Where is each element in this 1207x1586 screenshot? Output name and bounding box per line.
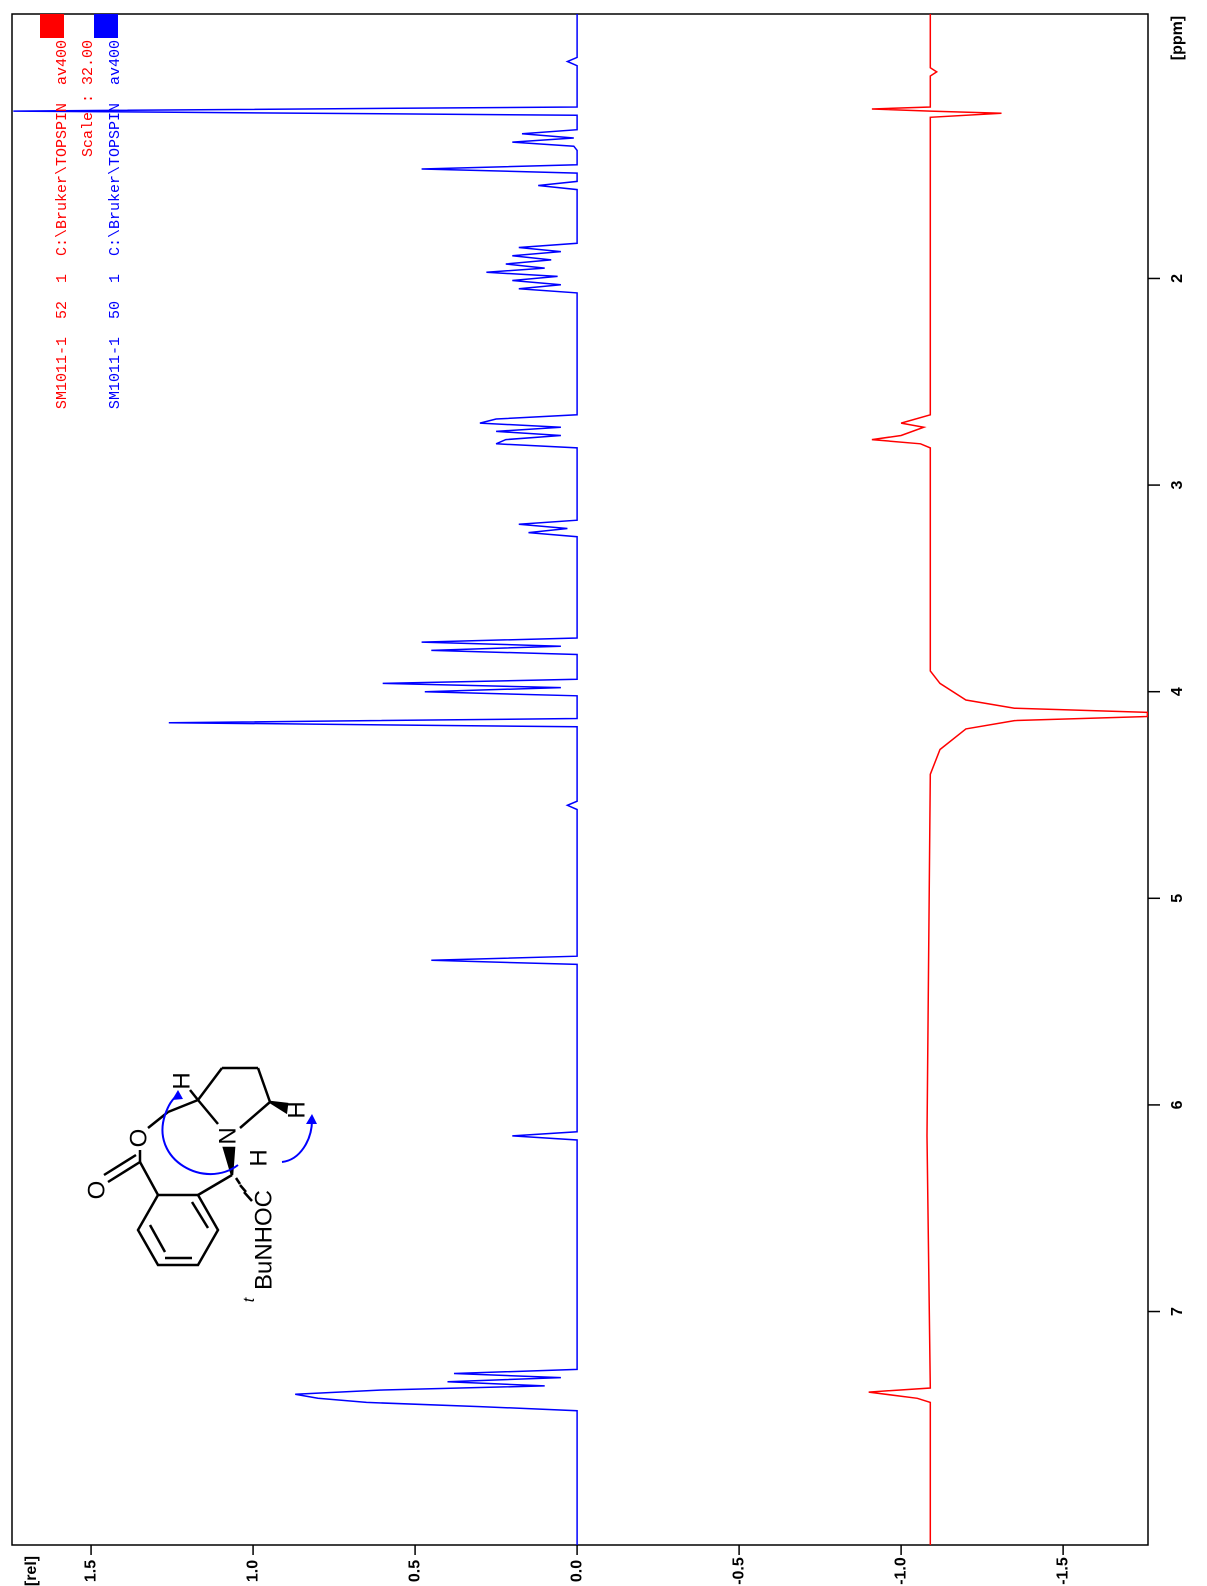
bond xyxy=(197,1067,223,1101)
legend-swatch xyxy=(94,14,118,38)
plot-frame xyxy=(11,13,1149,1546)
x-tick-label: 2 xyxy=(1169,274,1186,283)
x-tick-label: 7 xyxy=(1169,1307,1186,1316)
y-tick-label: 0.5 xyxy=(406,1560,423,1582)
wedge-bond xyxy=(269,1100,289,1115)
y-axis-label: [rel] xyxy=(23,1556,40,1586)
atom-label: H xyxy=(168,1072,195,1089)
atom-label: O xyxy=(125,1129,152,1148)
noe-arrow xyxy=(281,1119,313,1163)
bond xyxy=(103,1153,137,1177)
scale-label: Scale : 32.00 xyxy=(80,40,97,157)
bond xyxy=(256,1067,272,1103)
x-axis-label: [ppm] xyxy=(1169,16,1186,60)
atom-label: H xyxy=(283,1101,310,1118)
legend-label: SM1011-1 52 1 C:\Bruker\TOPSPIN av400 xyxy=(54,40,71,409)
bond xyxy=(167,1098,199,1114)
y-tick-label: 1.0 xyxy=(244,1560,261,1582)
molecule xyxy=(103,1066,317,1267)
x-tick-label: 4 xyxy=(1169,687,1186,696)
bond xyxy=(138,1161,160,1196)
bond xyxy=(197,1173,233,1197)
y-tick-label: 1.5 xyxy=(82,1560,99,1582)
hash-bond xyxy=(243,1191,253,1202)
atom-label: O xyxy=(83,1181,110,1200)
atom-label-superscript: t xyxy=(241,1297,258,1302)
legend-swatch xyxy=(40,14,64,38)
y-tick-label: -1.5 xyxy=(1054,1557,1071,1585)
y-tick-label: 0.0 xyxy=(568,1560,585,1582)
bond xyxy=(190,1201,210,1229)
x-tick-label: 3 xyxy=(1169,481,1186,490)
y-tick-label: -0.5 xyxy=(730,1557,747,1585)
benzene-ring xyxy=(136,1193,220,1267)
bond xyxy=(239,1101,271,1129)
spectrum-line xyxy=(13,14,578,1545)
bond xyxy=(197,1099,219,1125)
hash-bond xyxy=(239,1184,247,1193)
arrow-head xyxy=(306,1114,317,1124)
spectrum-line xyxy=(868,14,1148,1545)
bond xyxy=(107,1160,141,1184)
x-tick-label: 6 xyxy=(1169,1100,1186,1109)
atom-label: H xyxy=(245,1149,272,1166)
atom-label: N xyxy=(214,1127,241,1144)
y-tick-label: -1.0 xyxy=(892,1557,909,1585)
x-tick-label: 5 xyxy=(1169,894,1186,903)
bond xyxy=(148,1224,167,1253)
bond xyxy=(189,1089,199,1101)
legend-label: SM1011-1 50 1 C:\Bruker\TOPSPIN av400 xyxy=(107,40,124,409)
atom-label: BuNHOC xyxy=(250,1190,277,1290)
hash-bond xyxy=(234,1177,242,1185)
arrow-head xyxy=(172,1090,183,1100)
